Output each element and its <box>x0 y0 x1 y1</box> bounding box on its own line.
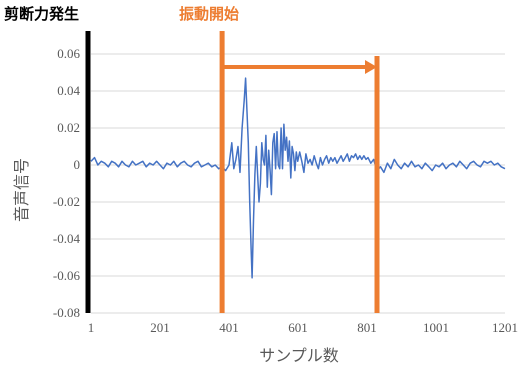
audio-signal-series-line <box>90 77 506 279</box>
x-tick-labels: 1 201 401 601 801 1001 1201 <box>88 320 518 335</box>
x-tick-label: 601 <box>288 320 308 335</box>
x-axis-title: サンプル数 <box>259 346 339 365</box>
y-tick-labels: 0.06 0.04 0.02 0 -0.02 -0.04 -0.06 -0.08 <box>53 46 81 320</box>
x-tick-label: 401 <box>219 320 239 335</box>
x-tick-label: 1001 <box>423 320 449 335</box>
y-tick-label: 0.04 <box>57 83 80 98</box>
y-tick-label: -0.04 <box>53 231 81 246</box>
y-tick-label: 0 <box>74 157 81 172</box>
x-tick-label: 801 <box>357 320 377 335</box>
y-axis-title: 音声信号 <box>12 158 31 222</box>
vibration-arrow-head <box>365 59 378 74</box>
y-tick-label: -0.02 <box>53 194 80 209</box>
x-tick-label: 201 <box>150 320 170 335</box>
y-tick-label: -0.08 <box>53 305 80 320</box>
x-tick-label: 1201 <box>492 320 518 335</box>
y-tick-label: 0.06 <box>57 46 80 61</box>
shear-force-label: 剪断力発生 <box>4 5 79 23</box>
vibration-start-label: 振動開始 <box>179 5 239 23</box>
gridlines <box>91 53 505 314</box>
y-tick-label: 0.02 <box>57 120 80 135</box>
y-tick-label: -0.06 <box>53 268 81 283</box>
x-tick-label: 1 <box>88 320 95 335</box>
